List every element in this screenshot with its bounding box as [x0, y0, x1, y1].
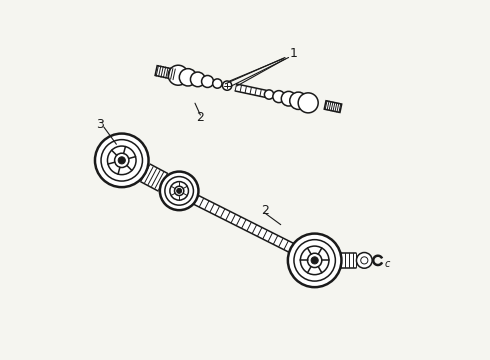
Circle shape: [290, 92, 307, 109]
Circle shape: [191, 72, 205, 87]
Text: 2: 2: [196, 111, 204, 124]
Text: c: c: [384, 259, 390, 269]
Circle shape: [160, 172, 198, 210]
Polygon shape: [324, 101, 342, 112]
Circle shape: [201, 76, 214, 87]
Circle shape: [294, 240, 335, 281]
Circle shape: [281, 91, 296, 106]
Circle shape: [273, 91, 285, 103]
Circle shape: [101, 140, 143, 181]
Circle shape: [170, 181, 189, 200]
Circle shape: [311, 257, 318, 264]
Polygon shape: [342, 252, 356, 268]
Circle shape: [213, 79, 222, 88]
Circle shape: [165, 177, 194, 205]
Text: 2: 2: [261, 204, 269, 217]
Circle shape: [174, 186, 184, 195]
Circle shape: [177, 188, 182, 193]
Circle shape: [308, 253, 322, 267]
Polygon shape: [141, 164, 168, 191]
Circle shape: [222, 81, 232, 90]
Circle shape: [361, 257, 368, 264]
Text: 1: 1: [289, 47, 297, 60]
Circle shape: [288, 234, 342, 287]
Circle shape: [265, 90, 274, 99]
Circle shape: [298, 93, 318, 113]
Circle shape: [95, 134, 148, 187]
Circle shape: [179, 69, 196, 86]
Circle shape: [300, 246, 329, 275]
Circle shape: [118, 157, 125, 164]
Polygon shape: [155, 66, 176, 80]
Circle shape: [168, 65, 188, 85]
Circle shape: [356, 252, 372, 268]
Polygon shape: [194, 195, 294, 252]
Polygon shape: [235, 84, 266, 97]
Text: 3: 3: [97, 118, 104, 131]
Circle shape: [107, 146, 136, 175]
Circle shape: [115, 153, 129, 167]
